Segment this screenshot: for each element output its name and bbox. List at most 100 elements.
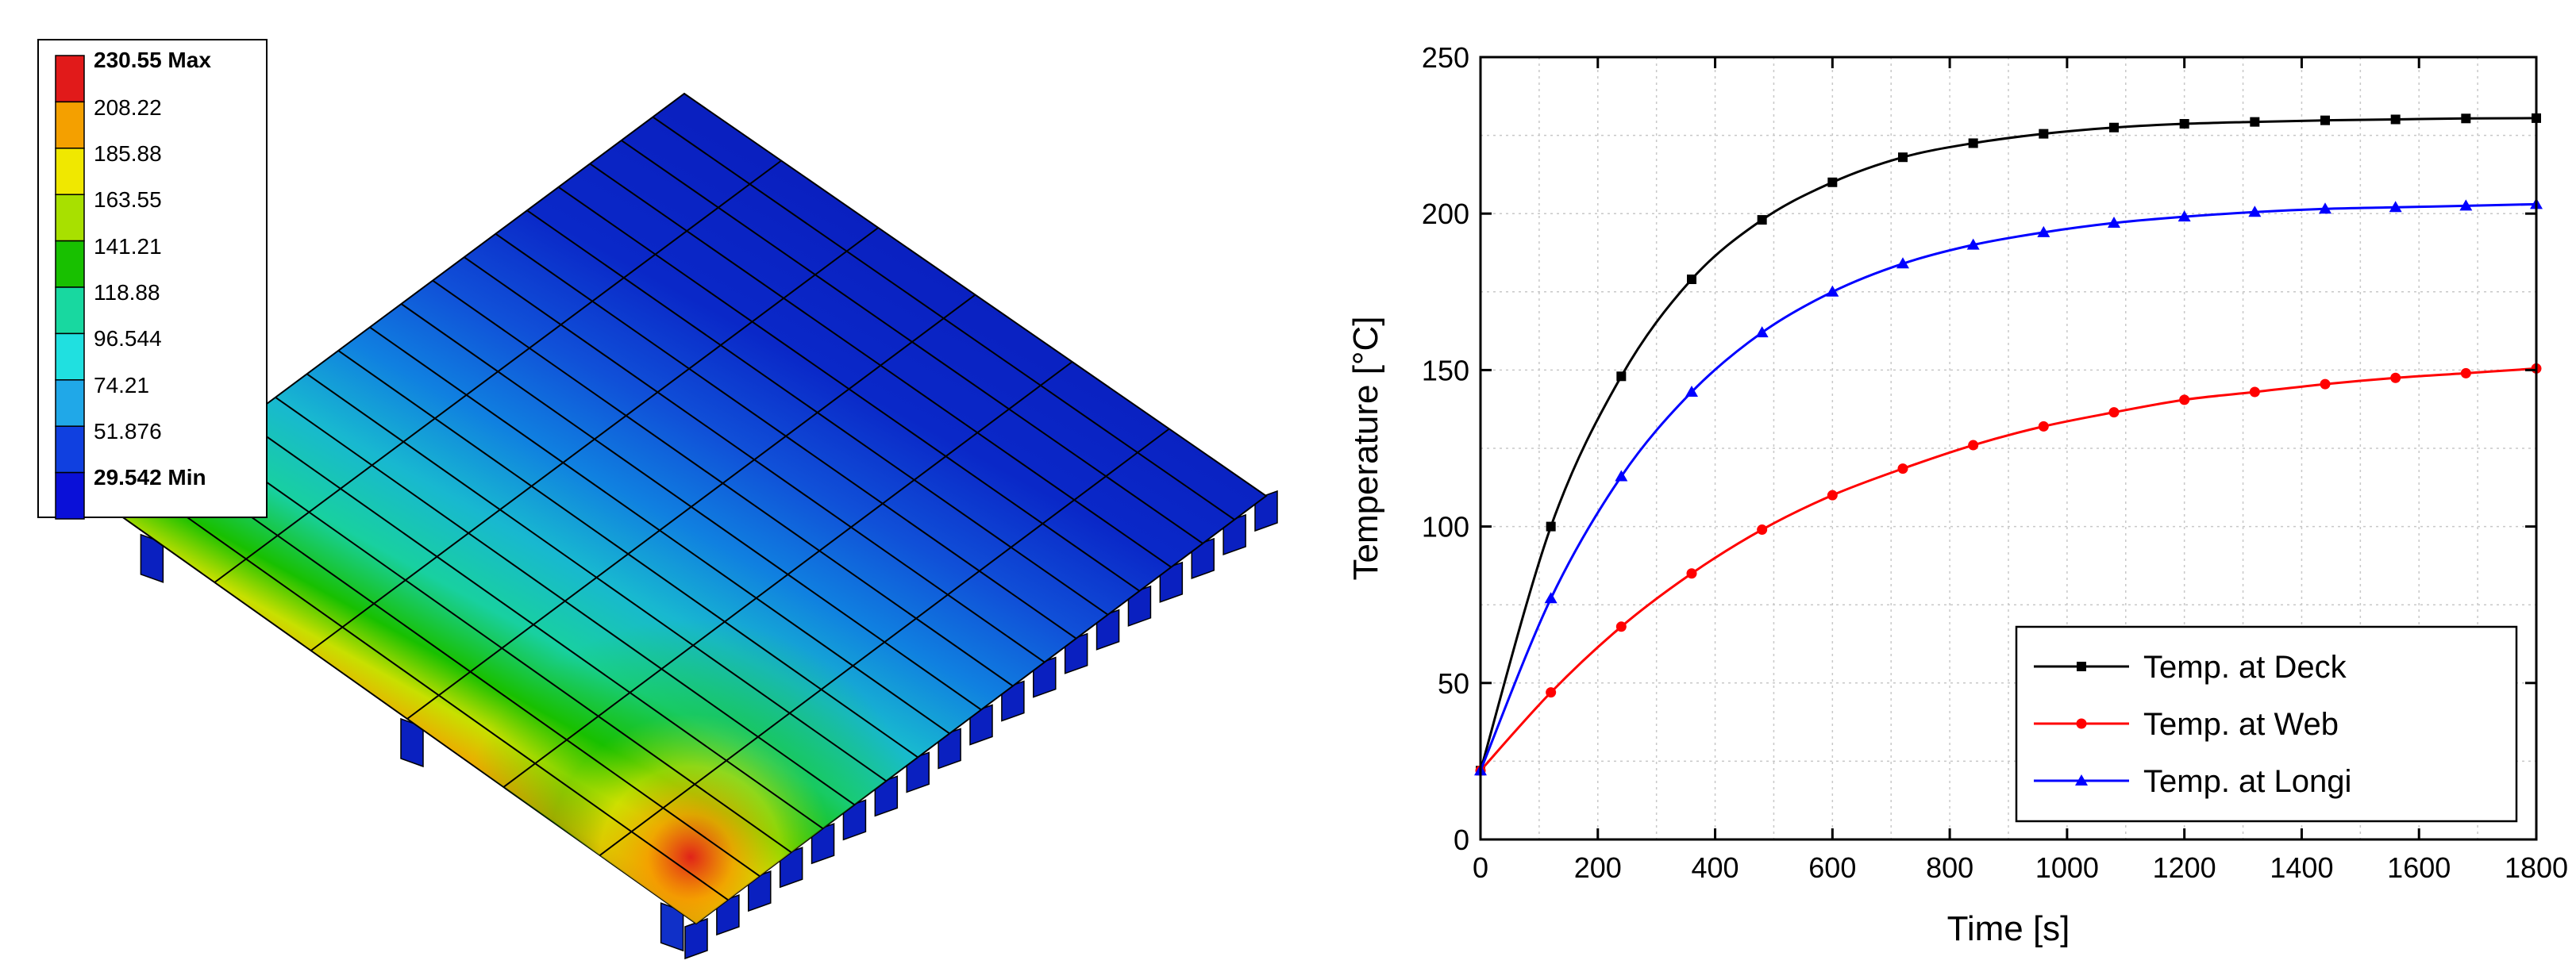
fea-contour-plot: 230.55 Max 208.22 185.88 163.55 141.21 1… [37, 39, 1278, 960]
data-point [1968, 440, 1979, 451]
data-point [1687, 275, 1696, 285]
legend-entry-label: Temp. at Longi [2143, 764, 2351, 799]
data-point [2038, 421, 2049, 432]
data-point [1757, 524, 1768, 536]
legend-swatch [55, 286, 85, 335]
data-point [1616, 371, 1627, 382]
data-point [1546, 687, 1557, 698]
data-point [1755, 326, 1769, 338]
x-tick-label: 200 [1574, 851, 1622, 884]
legend-swatch [55, 240, 85, 288]
x-tick-label: 1200 [2153, 851, 2216, 884]
x-tick-label: 1000 [2035, 851, 2099, 884]
x-tick-label: 0 [1473, 851, 1488, 884]
plot-area-frame [1479, 56, 2538, 841]
legend-level-7: 74.21 [94, 373, 149, 398]
legend-swatch [55, 148, 85, 195]
y-tick-label: 200 [1422, 198, 1469, 230]
legend-level-4: 141.21 [94, 234, 162, 259]
mesh-line [502, 361, 1073, 788]
y-tick-label: 150 [1422, 354, 1469, 386]
legend-swatch [55, 379, 85, 427]
data-point [2249, 386, 2260, 398]
data-point [2077, 662, 2086, 671]
series-temp-at-longi [1474, 198, 2543, 776]
data-point [2390, 372, 2401, 383]
x-tick-label: 1400 [2270, 851, 2333, 884]
mesh-line [214, 159, 782, 583]
series-temp-at-deck [1476, 113, 2541, 776]
x-tick-label: 600 [1808, 851, 1856, 884]
data-point [2037, 225, 2050, 237]
x-tick-label: 800 [1926, 851, 1973, 884]
y-tick-label: 0 [1454, 824, 1469, 856]
legend-level-8: 51.876 [94, 419, 162, 444]
data-point [1827, 490, 1838, 501]
data-point [1757, 215, 1767, 225]
y-tick-label: 250 [1422, 41, 1469, 74]
data-point [2250, 117, 2260, 127]
x-axis-label: Time [s] [1947, 909, 2070, 948]
data-point [1686, 568, 1697, 579]
mesh-line [310, 227, 879, 651]
chart-series [1474, 113, 2543, 776]
stiffener-flange [684, 917, 708, 960]
transverse-webs [140, 533, 684, 952]
legend-swatch [55, 194, 85, 242]
x-tick-label: 400 [1692, 851, 1739, 884]
data-point [2390, 114, 2401, 125]
data-point [1968, 138, 1978, 148]
legend-swatch [55, 332, 85, 381]
data-point [2179, 119, 2189, 129]
legend-entry-label: Temp. at Web [2143, 707, 2339, 742]
data-point [2248, 206, 2262, 217]
data-point [1826, 285, 1839, 297]
chart-legend: Temp. at Deck Temp. at Web Temp. at Longi [2015, 625, 2518, 823]
legend-level-9: 29.542 Min [94, 465, 206, 490]
data-point [1896, 257, 1909, 269]
data-point [1546, 521, 1556, 532]
data-point [2039, 129, 2049, 139]
series-line [1479, 367, 2537, 772]
data-point [1615, 470, 1628, 482]
data-point [2460, 367, 2471, 378]
deck-mesh-lines [149, 116, 1235, 901]
data-point [2076, 718, 2087, 729]
data-point [2459, 199, 2473, 211]
data-point [1897, 463, 1908, 474]
mesh-line [599, 428, 1170, 856]
temperature-chart: 0 200 400 600 800 1000 1200 1400 1600 1800 0 50 100 1… [1302, 0, 2576, 968]
legend-entry-label: Temp. at Deck [2143, 650, 2347, 685]
fea-model-view: 230.55 Max 208.22 185.88 163.55 141.21 1… [37, 39, 1278, 960]
y-axis-label: Temperature [°C] [1346, 316, 1385, 580]
data-point [2177, 210, 2191, 222]
axis-ticks: 0 200 400 600 800 1000 1200 1400 1600 1800 0 50 100 1… [1422, 41, 2568, 884]
data-point [1827, 177, 1838, 187]
data-point [1685, 386, 1698, 398]
legend-level-1: 208.22 [94, 95, 162, 120]
data-point [1615, 621, 1627, 632]
temperature-line-chart: 0 200 400 600 800 1000 1200 1400 1600 1800 0 50 100 1… [1346, 41, 2568, 948]
data-point [2109, 122, 2119, 133]
legend-swatch [55, 101, 85, 149]
data-point [2461, 113, 2471, 124]
data-point [2179, 394, 2190, 405]
data-point [1898, 152, 1908, 163]
legend-swatch [55, 425, 85, 474]
data-point [1966, 238, 1980, 250]
data-point [2108, 407, 2120, 418]
data-point [2320, 378, 2331, 390]
legend-level-3: 163.55 [94, 187, 162, 212]
hot-spot-overlay [118, 94, 1266, 924]
data-point [2320, 115, 2330, 125]
data-point [2389, 201, 2402, 213]
x-tick-label: 1800 [2505, 851, 2568, 884]
legend-level-5: 118.88 [94, 280, 160, 305]
legend-level-6: 96.544 [94, 326, 162, 351]
data-point [1544, 592, 1558, 604]
data-point [2108, 217, 2120, 229]
mesh-line [406, 294, 976, 720]
series-line [1479, 117, 2537, 771]
contour-legend: 230.55 Max 208.22 185.88 163.55 141.21 1… [37, 39, 268, 520]
data-point [2319, 202, 2331, 214]
